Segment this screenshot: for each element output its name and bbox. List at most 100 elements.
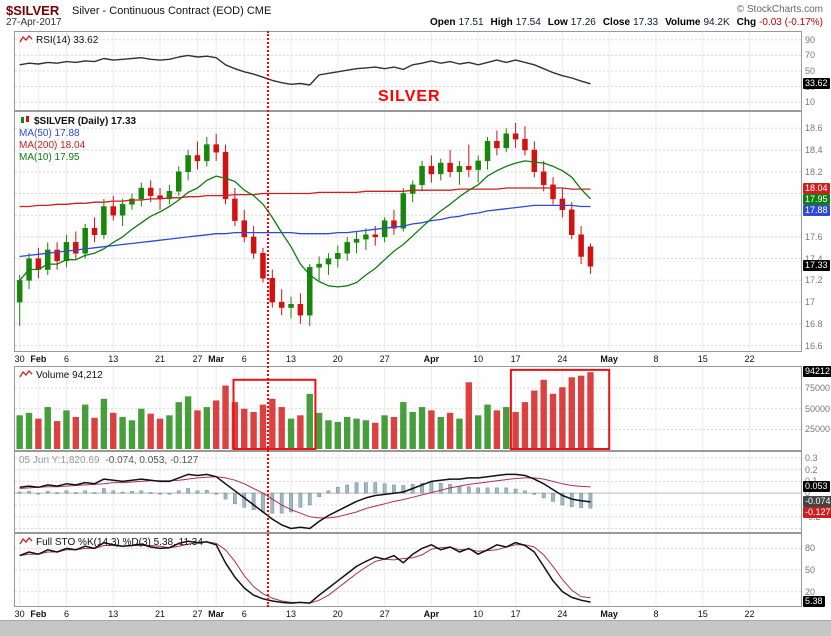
close-label: Close (602, 17, 631, 28)
value-box: 33.62 (803, 77, 830, 89)
quote-strip: Open 17.51 High 17.54 Low 17.26 Close 17.33 Volu… (423, 17, 823, 28)
axis-tick-label: -0.2 (805, 511, 821, 522)
x-tick-label: 13 (286, 609, 297, 619)
axis-tick-label: 16.8 (805, 318, 823, 329)
x-tick-label: 21 (155, 609, 166, 619)
axis-tick-label: 16.6 (805, 340, 823, 351)
open-value: 17.51 (458, 17, 484, 28)
x-tick-label: 8 (653, 609, 659, 619)
line-chart-icon (19, 35, 33, 43)
value-box: 17.95 (803, 194, 830, 206)
high-label: High (490, 17, 513, 28)
x-tick-label: 10 (473, 609, 484, 619)
x-tick-label: Apr (423, 609, 440, 619)
x-tick-label: Mar (208, 609, 225, 619)
sto-panel (14, 533, 802, 607)
ma50-legend: MA(50) 17.88 (19, 128, 80, 139)
chart-date: 27-Apr-2017 (6, 17, 62, 28)
x-tick-label: 13 (108, 354, 119, 364)
macd-tooltip-text: 05 Jun Y:1,820.69 (19, 455, 100, 466)
axis-tick-label: 0.2 (805, 464, 818, 475)
axis-tick-label: 50 (805, 565, 816, 575)
high-value: 17.54 (515, 17, 541, 28)
chart-header: $SILVER Silver - Continuous Contract (EO… (0, 0, 831, 30)
axis-tick-label: 25000 (805, 424, 831, 435)
price-legend: $SILVER (Daily) 17.33 MA(50) 17.88 MA(20… (19, 115, 136, 164)
x-tick-label: Apr (423, 354, 440, 364)
price-panel (14, 111, 802, 352)
sto-legend-label: Full STO %K(14,3) %D(3) 5.38, 11.34 (36, 537, 203, 548)
price-legend-label: $SILVER (Daily) 17.33 (34, 116, 137, 127)
x-tick-label: 6 (241, 609, 247, 619)
rsi-legend-label: RSI(14) 33.62 (36, 35, 99, 46)
axis-tick-label: 50 (805, 66, 816, 76)
x-tick-label: 27 (192, 609, 203, 619)
x-tick-label: 15 (697, 354, 708, 364)
volume-value: 94.2K (703, 17, 730, 28)
x-tick-label: 27 (379, 354, 390, 364)
x-tick-label: Feb (30, 609, 47, 619)
axis-tick-label: 80 (805, 543, 816, 554)
x-tick-label: 17 (510, 354, 521, 364)
macd-values-label: -0.074, 0.053, -0.127 (105, 455, 199, 466)
volume-legend-label: Volume 94,212 (36, 370, 103, 381)
low-label: Low (547, 17, 568, 28)
symbol: $SILVER (6, 3, 60, 18)
axis-tick-label: 18.4 (805, 145, 823, 156)
symbol-description: Silver - Continuous Contract (EOD) CME (72, 5, 272, 17)
open-label: Open (429, 17, 456, 28)
axis-tick-label: 50000 (805, 403, 831, 414)
rsi-legend: RSI(14) 33.62 (19, 34, 98, 46)
x-tick-label: 13 (108, 609, 119, 619)
line-chart-icon (19, 537, 33, 545)
x-tick-label: 20 (332, 354, 343, 364)
x-axis-labels-top: 30 Feb 6 13 21 27 Mar 6 13 20 27 Apr 10 17 24 May 8 15 22 (15, 353, 801, 366)
axis-tick-label: 30 (805, 81, 816, 92)
axis-tick-label: 70 (805, 50, 816, 61)
x-tick-label: May (600, 609, 618, 619)
axis-tick-label: 0 (805, 488, 811, 499)
x-tick-label: 8 (653, 354, 659, 364)
axis-tick-label: 17.4 (805, 253, 823, 264)
axis-tick-label: 20 (805, 586, 816, 597)
x-tick-label: 30 (14, 354, 25, 364)
x-tick-label: May (600, 354, 618, 364)
volume-panel (14, 366, 802, 451)
ma200-legend: MA(200) 18.04 (19, 140, 86, 151)
rsi-panel (14, 31, 802, 111)
macd-panel (14, 451, 802, 533)
axis-tick-label: 18.6 (805, 123, 823, 134)
x-tick-label: Mar (208, 354, 225, 364)
x-tick-label: 21 (155, 354, 166, 364)
chg-label: Chg (736, 17, 757, 28)
value-box: 18.04 (803, 183, 830, 195)
x-tick-label: 15 (697, 609, 708, 619)
value-box: -0.074 (803, 495, 831, 507)
copyright: © StockCharts.com (736, 4, 823, 15)
close-value: 17.33 (633, 17, 659, 28)
x-tick-label: 27 (192, 354, 203, 364)
x-tick-label: Feb (30, 354, 47, 364)
line-chart-icon (19, 370, 33, 378)
x-tick-label: 30 (14, 609, 25, 619)
x-tick-label: 20 (332, 609, 343, 619)
x-tick-label: 10 (473, 354, 484, 364)
axis-tick-label: 90 (805, 34, 816, 45)
volume-legend: Volume 94,212 (19, 369, 103, 381)
x-tick-label: 6 (63, 609, 69, 619)
axis-tick-label: 0.1 (805, 476, 818, 487)
chg-value: -0.03 (-0.17%) (759, 17, 823, 28)
x-tick-label: 24 (557, 354, 568, 364)
axis-tick-label: 0.3 (805, 452, 818, 463)
silver-annotation: SILVER (378, 88, 441, 105)
value-box: 17.88 (803, 205, 830, 217)
x-tick-label: 6 (241, 354, 247, 364)
volume-label: Volume (665, 17, 701, 28)
x-tick-label: 22 (744, 609, 755, 619)
macd-legend: 05 Jun Y:1,820.69 -0.074, 0.053, -0.127 (19, 455, 198, 466)
low-value: 17.26 (570, 17, 596, 28)
axis-tick-label: 10 (805, 97, 816, 108)
axis-tick-label: 17 (805, 297, 816, 308)
value-box: -0.127 (803, 506, 831, 518)
